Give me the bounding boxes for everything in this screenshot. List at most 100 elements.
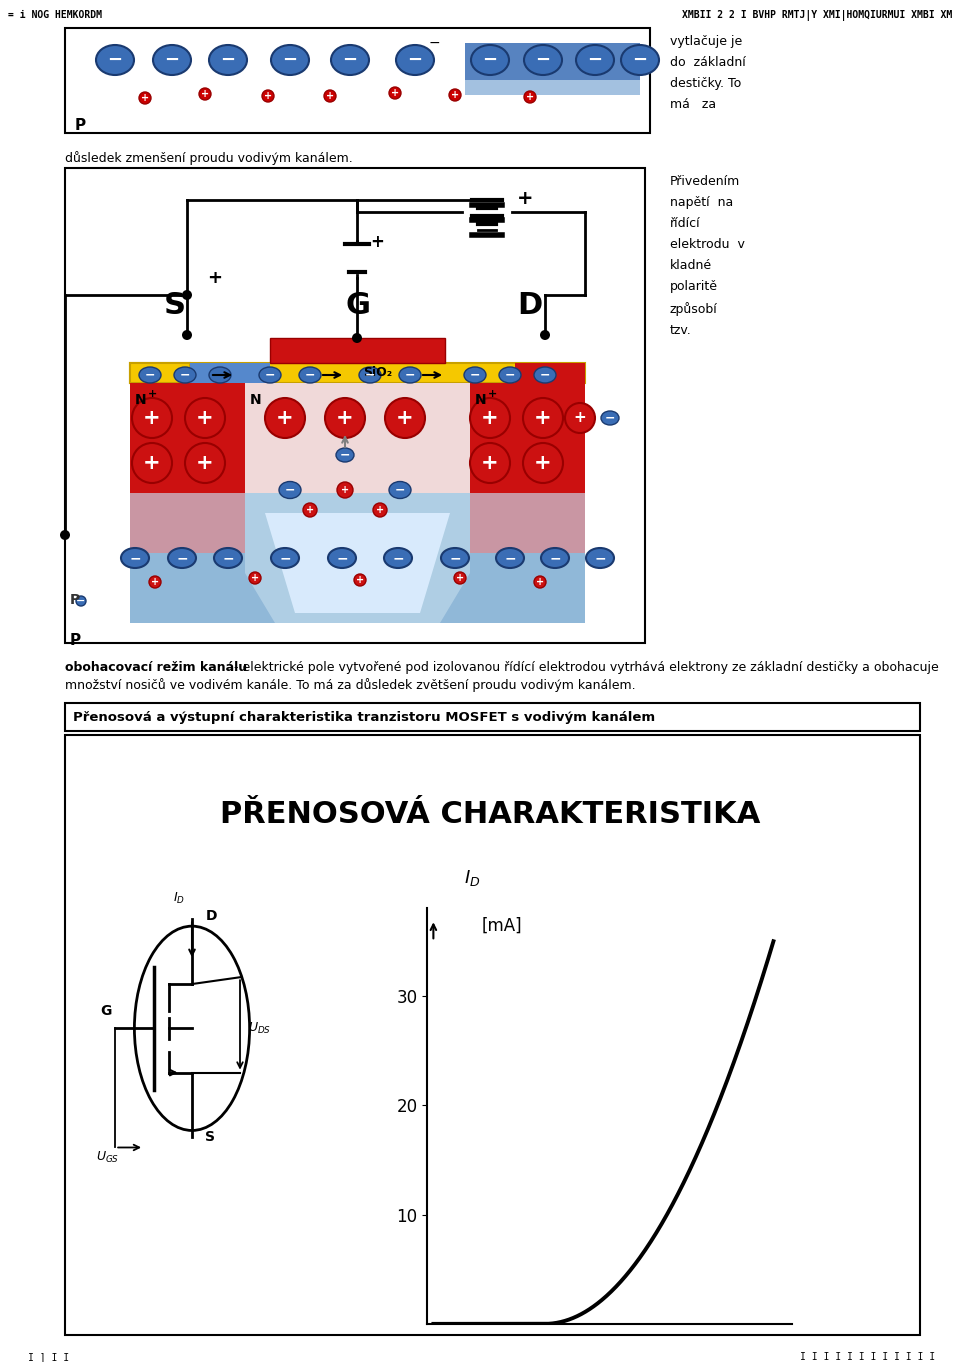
Text: PŘENOSOVÁ CHARAKTERISTIKA: PŘENOSOVÁ CHARAKTERISTIKA: [220, 799, 760, 829]
Circle shape: [454, 572, 466, 584]
Text: +: +: [536, 577, 544, 587]
Text: +: +: [306, 505, 314, 515]
Text: I I I I I I I I I I I I: I I I I I I I I I I I I: [800, 1352, 935, 1362]
Circle shape: [565, 403, 595, 433]
Bar: [130, 383, 585, 622]
Ellipse shape: [271, 548, 299, 568]
Text: −: −: [633, 50, 648, 69]
Text: −: −: [505, 369, 516, 381]
Text: +: +: [251, 573, 259, 583]
Text: I ] I I: I ] I I: [28, 1352, 69, 1362]
Bar: [130, 383, 245, 493]
Ellipse shape: [396, 45, 434, 75]
Text: −: −: [588, 50, 603, 69]
Text: P: P: [70, 592, 81, 607]
Text: −: −: [265, 369, 276, 381]
Text: +: +: [481, 409, 499, 428]
Ellipse shape: [499, 366, 521, 383]
Circle shape: [470, 443, 510, 484]
Bar: [65, 29, 650, 133]
Bar: [65, 703, 920, 731]
Ellipse shape: [534, 366, 556, 383]
Text: −: −: [221, 50, 235, 69]
Text: P: P: [75, 118, 86, 133]
Ellipse shape: [168, 548, 196, 568]
Text: +: +: [534, 409, 552, 428]
Text: XMBII 2 2 I BVHP RMTJ|Y XMI|HOMQIURMUI XMBI XM: XMBII 2 2 I BVHP RMTJ|Y XMI|HOMQIURMUI X…: [682, 10, 952, 20]
Circle shape: [540, 330, 550, 340]
Text: N: N: [135, 394, 147, 407]
Text: +: +: [264, 91, 272, 101]
Text: −: −: [605, 411, 615, 425]
Ellipse shape: [464, 366, 486, 383]
Text: +: +: [370, 233, 384, 251]
Ellipse shape: [541, 548, 569, 568]
Bar: [515, 364, 585, 383]
Ellipse shape: [496, 548, 524, 568]
Text: −: −: [108, 50, 123, 69]
Circle shape: [265, 398, 305, 439]
Text: - elektrické pole vytvořené pod izolovanou řídící elektrodou vytrhává elektrony : - elektrické pole vytvořené pod izolovan…: [230, 661, 939, 674]
Text: −: −: [395, 484, 405, 497]
Text: −: −: [536, 50, 551, 69]
Circle shape: [523, 398, 563, 439]
Text: $U_{GS}$: $U_{GS}$: [96, 1150, 119, 1166]
Text: obohacovací režim kanálu: obohacovací režim kanálu: [65, 661, 247, 674]
Text: N: N: [475, 394, 487, 407]
Text: −: −: [76, 597, 85, 606]
Text: +: +: [574, 410, 587, 425]
Bar: [470, 493, 585, 553]
Bar: [245, 383, 470, 493]
Text: D: D: [517, 290, 542, 320]
Text: +: +: [451, 90, 459, 99]
Circle shape: [132, 443, 172, 484]
Ellipse shape: [153, 45, 191, 75]
Ellipse shape: [328, 548, 356, 568]
Ellipse shape: [259, 366, 281, 383]
Ellipse shape: [384, 548, 412, 568]
Text: +: +: [391, 89, 399, 98]
Text: +: +: [196, 454, 214, 473]
Text: $U_{DS}$: $U_{DS}$: [248, 1020, 271, 1036]
Circle shape: [449, 89, 461, 101]
Ellipse shape: [96, 45, 134, 75]
Text: +: +: [488, 390, 497, 399]
Text: −: −: [343, 50, 357, 69]
Text: N: N: [250, 394, 262, 407]
Ellipse shape: [471, 45, 509, 75]
Ellipse shape: [121, 548, 149, 568]
Text: +: +: [201, 89, 209, 99]
Text: −: −: [594, 552, 606, 565]
Circle shape: [182, 290, 192, 300]
Text: = i NOG HEMKORDM: = i NOG HEMKORDM: [8, 10, 102, 20]
Circle shape: [149, 576, 161, 588]
Text: +: +: [396, 409, 414, 428]
Text: −: −: [405, 369, 416, 381]
Text: −: −: [549, 552, 561, 565]
Text: Přenosová a výstupní charakteristika tranzistoru MOSFET s vodivým kanálem: Přenosová a výstupní charakteristika tra…: [73, 711, 655, 725]
Circle shape: [139, 93, 151, 104]
Text: +: +: [356, 575, 364, 586]
Ellipse shape: [601, 411, 619, 425]
Ellipse shape: [576, 45, 614, 75]
Bar: [245, 383, 470, 493]
Circle shape: [262, 90, 274, 102]
Text: +: +: [276, 409, 294, 428]
Text: +: +: [143, 409, 161, 428]
Ellipse shape: [441, 548, 469, 568]
Text: +: +: [376, 505, 384, 515]
Bar: [130, 493, 245, 553]
Circle shape: [524, 91, 536, 104]
Text: −: −: [145, 369, 156, 381]
Bar: [65, 735, 920, 1335]
Text: Přivedením
napětí  na
řídící
elektrodu  v
kladné
polaritě
způsobí
tzv.: Přivedením napětí na řídící elektrodu v …: [670, 174, 745, 336]
Ellipse shape: [139, 366, 161, 383]
Text: −: −: [469, 369, 480, 381]
Circle shape: [470, 398, 510, 439]
Polygon shape: [265, 513, 450, 613]
Circle shape: [324, 90, 336, 102]
Bar: [470, 383, 585, 493]
Circle shape: [385, 398, 425, 439]
Text: +: +: [196, 409, 214, 428]
Ellipse shape: [621, 45, 659, 75]
